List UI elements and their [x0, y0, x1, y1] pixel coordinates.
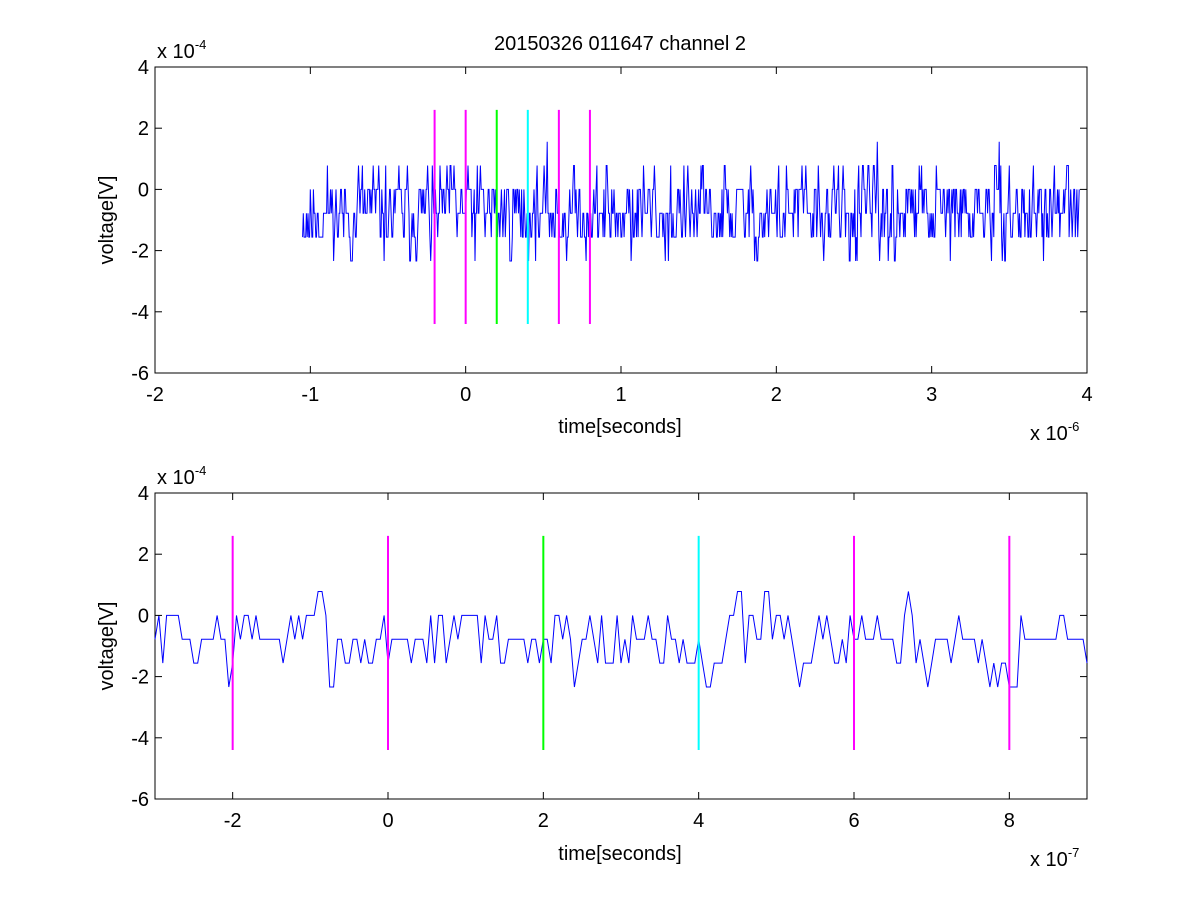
bottom-x-exponent: x 10-7: [1030, 845, 1079, 871]
top-series-group: [302, 141, 1080, 262]
x-tick-label: -2: [224, 810, 242, 832]
x-tick-label: 0: [382, 810, 393, 832]
series-line: [302, 141, 1080, 262]
x-tick-label: 2: [771, 384, 782, 406]
top-y-exponent-power: -4: [195, 37, 207, 52]
y-tick-label: 0: [138, 179, 149, 201]
bottom-x-label: time[seconds]: [558, 843, 681, 865]
y-tick-label: 4: [138, 57, 149, 79]
bottom-x-exponent-base: x 10: [1030, 849, 1068, 871]
top-x-exponent: x 10-6: [1030, 419, 1079, 445]
x-tick-label: 4: [693, 810, 704, 832]
y-tick-label: -2: [131, 667, 149, 689]
top-x-label: time[seconds]: [558, 416, 681, 438]
figure-title: 20150326 011647 channel 2: [494, 33, 746, 55]
bottom-y-label: voltage[V]: [96, 602, 118, 691]
x-tick-label: -1: [301, 384, 319, 406]
y-tick-label: 2: [138, 118, 149, 140]
x-tick-label: -2: [146, 384, 164, 406]
y-tick-label: -4: [131, 302, 149, 324]
x-tick-label: 2: [538, 810, 549, 832]
bottom-plot-area: [155, 493, 1087, 799]
bottom-marker-group: [231, 535, 1011, 751]
series-line: [154, 591, 1088, 688]
top-x-exponent-power: -6: [1068, 419, 1080, 434]
axis-box: [154, 492, 1088, 800]
y-tick-label: -4: [131, 728, 149, 750]
x-tick-label: 1: [615, 384, 626, 406]
y-tick-label: -2: [131, 241, 149, 263]
y-tick-label: 2: [138, 544, 149, 566]
y-tick-label: 0: [138, 605, 149, 627]
x-tick-label: 3: [926, 384, 937, 406]
top-plot-area: [155, 67, 1087, 373]
bottom-x-exponent-power: -7: [1068, 845, 1080, 860]
x-tick-label: 0: [460, 384, 471, 406]
x-tick-label: 6: [848, 810, 859, 832]
y-tick-label: -6: [131, 363, 149, 385]
bottom-y-exponent-base: x 10: [157, 467, 195, 489]
bottom-y-exponent-power: -4: [195, 463, 207, 478]
top-y-label: voltage[V]: [96, 176, 118, 265]
bottom-ticks-group: -2 0 2 4 6 8 -6 -4 -2 0 2 4: [131, 483, 1087, 832]
bottom-y-exponent: x 10-4: [157, 463, 206, 489]
top-x-exponent-base: x 10: [1030, 423, 1068, 445]
x-tick-label: 8: [1004, 810, 1015, 832]
top-y-exponent: x 10-4: [157, 37, 206, 63]
x-tick-label: 4: [1081, 384, 1092, 406]
bottom-series-group: [154, 591, 1088, 688]
top-y-exponent-base: x 10: [157, 41, 195, 63]
y-tick-label: 4: [138, 483, 149, 505]
top-marker-group: [433, 109, 591, 325]
y-tick-label: -6: [131, 789, 149, 811]
bottom-axis-frame: [154, 492, 1088, 800]
bottom-axes: -2 0 2 4 6 8 -6 -4 -2 0 2 4 time[seconds] voltage[V…: [96, 463, 1088, 871]
top-ticks-group: -2 -1 0 1 2 3 4 -6 -4 -2 0 2 4: [131, 57, 1092, 406]
